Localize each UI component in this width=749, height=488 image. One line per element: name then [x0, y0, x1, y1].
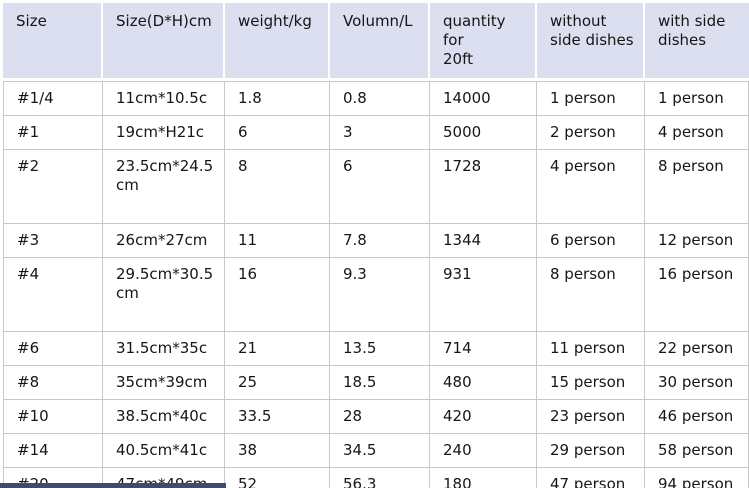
header-cell-4: quantity for 20ft — [430, 3, 537, 81]
table-cell: 40.5cm*41c — [103, 434, 225, 468]
table-cell: 16 — [225, 258, 330, 332]
table-cell: 2 person — [537, 116, 645, 150]
table-cell: 11cm*10.5c — [103, 81, 225, 116]
table-cell: 46 person — [645, 400, 749, 434]
table-cell: 38 — [225, 434, 330, 468]
table-cell: #6 — [3, 332, 103, 366]
table-cell: 21 — [225, 332, 330, 366]
table-cell: 11 — [225, 224, 330, 258]
table-cell: 47 person — [537, 468, 645, 488]
table-header: Size Size(D*H)cm weight/kg Volumn/L quantity… — [3, 3, 749, 81]
table-cell: 714 — [430, 332, 537, 366]
table-cell: #8 — [3, 366, 103, 400]
table-cell: 15 person — [537, 366, 645, 400]
table-cell: 16 person — [645, 258, 749, 332]
header-cell-2: weight/kg — [225, 3, 330, 81]
table-cell: 23.5cm*24.5 cm — [103, 150, 225, 224]
table-cell: 26cm*27cm — [103, 224, 225, 258]
table-cell: 8 person — [645, 150, 749, 224]
table-cell: 23 person — [537, 400, 645, 434]
table-cell: 6 person — [537, 224, 645, 258]
table-cell: 4 person — [645, 116, 749, 150]
table-cell: #10 — [3, 400, 103, 434]
table-cell: 931 — [430, 258, 537, 332]
table-cell: 8 — [225, 150, 330, 224]
table-cell: 11 person — [537, 332, 645, 366]
table-cell: 34.5 — [330, 434, 430, 468]
table-cell: #1 — [3, 116, 103, 150]
table-cell: 33.5 — [225, 400, 330, 434]
table-cell: 6 — [330, 150, 430, 224]
product-size-table: Size Size(D*H)cm weight/kg Volumn/L quantity… — [3, 3, 749, 488]
table-cell: 25 — [225, 366, 330, 400]
table-cell: 3 — [330, 116, 430, 150]
table-row: #14 40.5cm*41c 38 34.5 240 29 person 58 person — [3, 434, 749, 468]
table-cell: 29 person — [537, 434, 645, 468]
table-cell: 56.3 — [330, 468, 430, 488]
table-cell: 1 person — [537, 81, 645, 116]
table-cell: #14 — [3, 434, 103, 468]
table-cell: 22 person — [645, 332, 749, 366]
table-cell: 1344 — [430, 224, 537, 258]
table-row: #1/4 11cm*10.5c 1.8 0.8 14000 1 person 1 perso… — [3, 81, 749, 116]
table-row: #10 38.5cm*40c 33.5 28 420 23 person 46 person — [3, 400, 749, 434]
table-cell: 1728 — [430, 150, 537, 224]
table-cell: 7.8 — [330, 224, 430, 258]
table-cell: 480 — [430, 366, 537, 400]
table-cell: 1.8 — [225, 81, 330, 116]
table-cell: 420 — [430, 400, 537, 434]
table-cell: 13.5 — [330, 332, 430, 366]
table-cell: 4 person — [537, 150, 645, 224]
table-row: #1 19cm*H21c 6 3 5000 2 person 4 person — [3, 116, 749, 150]
bottom-edge-bar — [0, 483, 226, 488]
table-cell: 18.5 — [330, 366, 430, 400]
table-body: #1/4 11cm*10.5c 1.8 0.8 14000 1 person 1 perso… — [3, 81, 749, 488]
table-cell: 0.8 — [330, 81, 430, 116]
table-cell: 12 person — [645, 224, 749, 258]
table-cell: 52 — [225, 468, 330, 488]
table-cell: 58 person — [645, 434, 749, 468]
table-row: #4 29.5cm*30.5 cm 16 9.3 931 8 person 16 perso… — [3, 258, 749, 332]
table-cell: 1 person — [645, 81, 749, 116]
table-cell: 38.5cm*40c — [103, 400, 225, 434]
table-cell: #1/4 — [3, 81, 103, 116]
table-cell: 8 person — [537, 258, 645, 332]
table-cell: 28 — [330, 400, 430, 434]
table-row: #8 35cm*39cm 25 18.5 480 15 person 30 person — [3, 366, 749, 400]
table-cell: 240 — [430, 434, 537, 468]
table-cell: 180 — [430, 468, 537, 488]
table-row: #2 23.5cm*24.5 cm 8 6 1728 4 person 8 person — [3, 150, 749, 224]
table-cell: 29.5cm*30.5 cm — [103, 258, 225, 332]
table-cell: #2 — [3, 150, 103, 224]
table-row: #6 31.5cm*35c 21 13.5 714 11 person 22 person — [3, 332, 749, 366]
table-cell: 94 person — [645, 468, 749, 488]
table-cell: 6 — [225, 116, 330, 150]
header-row: Size Size(D*H)cm weight/kg Volumn/L quantity… — [3, 3, 749, 81]
header-cell-1: Size(D*H)cm — [103, 3, 225, 81]
table-cell: 30 person — [645, 366, 749, 400]
table-cell: 19cm*H21c — [103, 116, 225, 150]
header-cell-3: Volumn/L — [330, 3, 430, 81]
table-cell: #4 — [3, 258, 103, 332]
header-cell-5: without side dishes — [537, 3, 645, 81]
table-cell: 14000 — [430, 81, 537, 116]
table-cell: 9.3 — [330, 258, 430, 332]
header-cell-6: with side dishes — [645, 3, 749, 81]
header-cell-0: Size — [3, 3, 103, 81]
table-cell: 31.5cm*35c — [103, 332, 225, 366]
table-cell: #3 — [3, 224, 103, 258]
table-cell: 35cm*39cm — [103, 366, 225, 400]
table-row: #3 26cm*27cm 11 7.8 1344 6 person 12 person — [3, 224, 749, 258]
table-cell: 5000 — [430, 116, 537, 150]
